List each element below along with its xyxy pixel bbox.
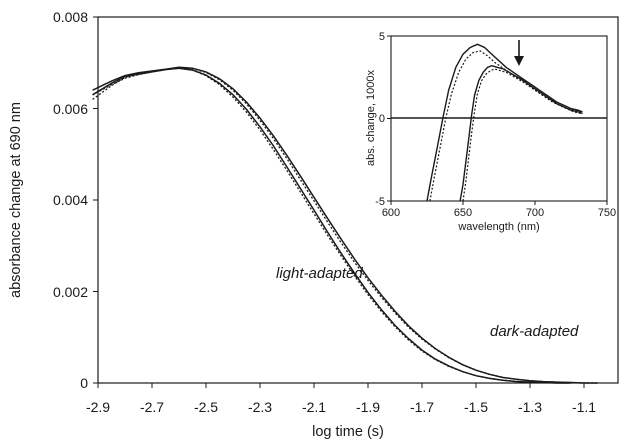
inset-x-tick-label: 700 (526, 207, 544, 219)
y-tick-label: 0 (80, 375, 88, 391)
x-tick-label: -1.7 (410, 399, 434, 415)
y-tick-label: 0.006 (53, 101, 88, 117)
x-tick-labels: -2.9 -2.7 -2.5 -2.3 -2.1 -1.9 -1.7 -1.5 … (86, 399, 596, 415)
main-plot-area (92, 16, 619, 388)
x-axis-title: log time (s) (312, 424, 384, 439)
arrow-head (514, 56, 524, 66)
y-tick-label: 0.002 (53, 284, 88, 300)
x-tick-label: -2.1 (302, 399, 326, 415)
x-tick-label: -1.3 (518, 399, 542, 415)
y-tick-label: 0.008 (53, 9, 88, 25)
annotation-dark-adapted: dark-adapted (490, 323, 579, 340)
annotation-light-adapted: light-adapted (276, 265, 363, 282)
inset-axis-ticks (387, 35, 608, 205)
y-tick-labels: 0 0.002 0.004 0.006 0.008 (53, 9, 88, 391)
inset-x-tick-label: 750 (598, 207, 616, 219)
inset-x-tick-label: 650 (454, 207, 472, 219)
inset-chart: 5 0 -5 600 650 700 750 wavelength (nm) a… (365, 31, 616, 233)
inset-y-axis-title: abs. change, 1000x (365, 69, 377, 166)
inset-series-line-4 (462, 68, 582, 202)
inset-x-axis-title: wavelength (nm) (457, 221, 539, 233)
x-tick-label: -2.9 (86, 399, 110, 415)
main-axis-ticks (93, 16, 585, 388)
inset-y-tick-label: -5 (375, 196, 385, 208)
inset-y-tick-label: 5 (379, 31, 385, 43)
x-tick-label: -2.7 (140, 399, 164, 415)
x-tick-label: -2.5 (194, 399, 218, 415)
x-tick-label: -2.3 (248, 399, 272, 415)
inset-series-line-1 (426, 43, 583, 202)
x-tick-label: -1.1 (572, 399, 596, 415)
main-series-line-4 (92, 67, 598, 384)
x-tick-label: -1.9 (356, 399, 380, 415)
inset-series-group (426, 43, 583, 202)
arrow-marker (514, 40, 524, 66)
y-axis-title: absorbance change at 690 nm (8, 102, 24, 298)
inset-x-tick-label: 600 (382, 207, 400, 219)
main-series-line-3 (92, 66, 598, 384)
inset-y-tick-label: 0 (379, 113, 385, 125)
x-tick-label: -1.5 (464, 399, 488, 415)
main-series-group (92, 66, 598, 384)
y-tick-label: 0.004 (53, 192, 88, 208)
main-series-line-2 (92, 67, 571, 384)
